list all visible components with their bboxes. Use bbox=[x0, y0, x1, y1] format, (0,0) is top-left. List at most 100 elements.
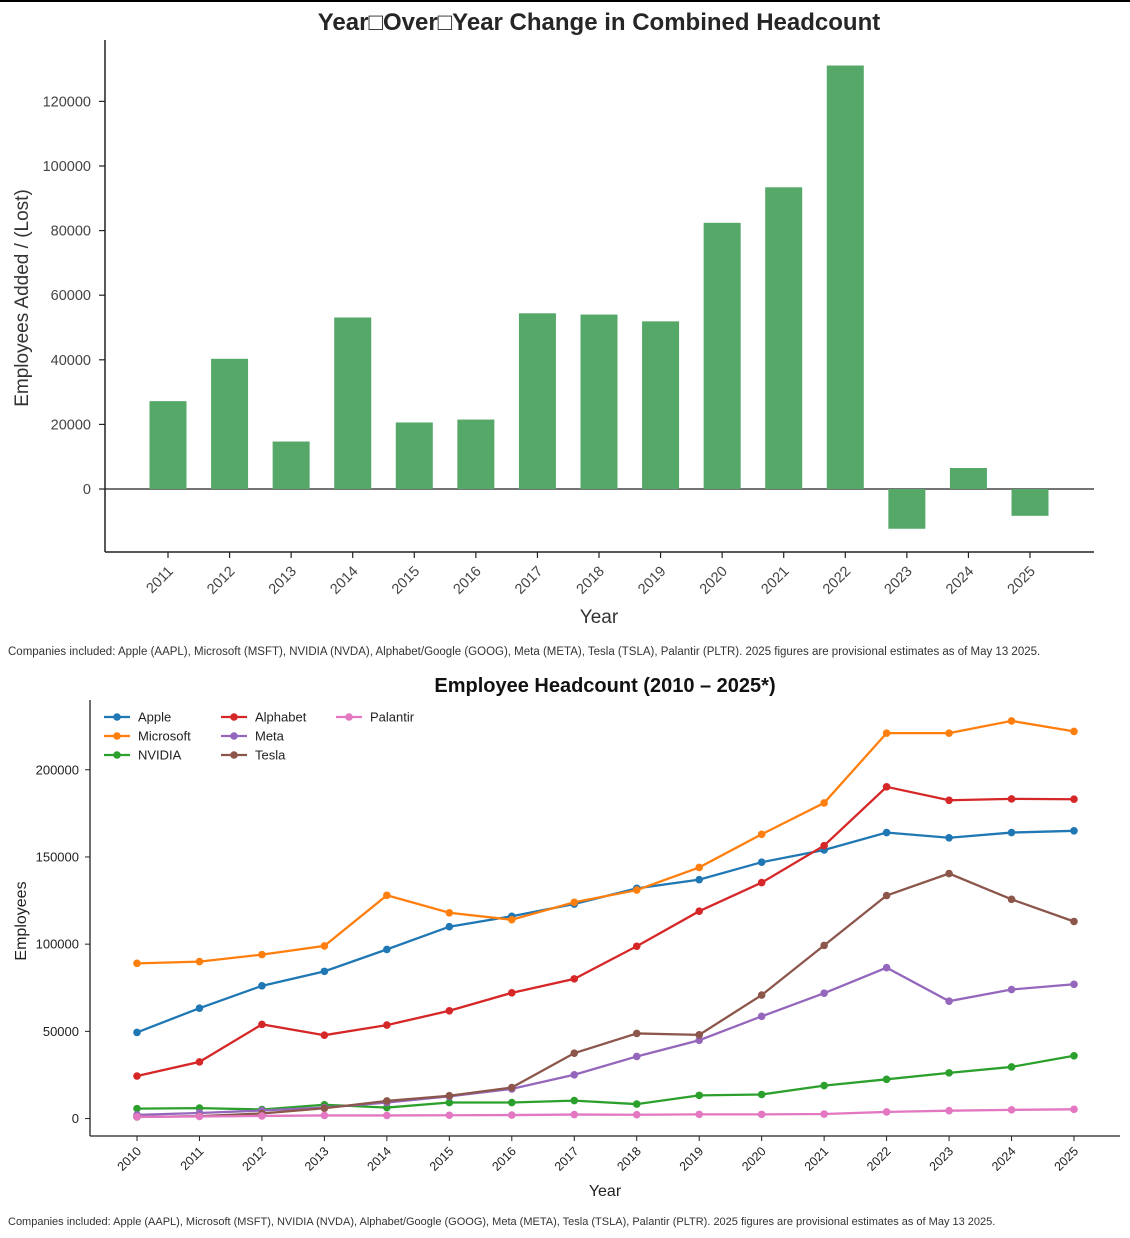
point-alphabet-2012 bbox=[258, 1020, 266, 1029]
point-tesla-2020 bbox=[757, 991, 766, 999]
series-line-meta bbox=[136, 966, 1075, 1117]
point-apple-2015 bbox=[445, 922, 454, 931]
point-palantir-2021 bbox=[820, 1110, 828, 1118]
line-x-tick-label: 2023 bbox=[927, 1144, 957, 1174]
point-apple-2012 bbox=[258, 982, 266, 990]
point-nvidia-2016 bbox=[508, 1098, 516, 1107]
point-nvidia-2021 bbox=[820, 1081, 828, 1090]
point-microsoft-2011 bbox=[195, 957, 204, 966]
point-alphabet-2020 bbox=[757, 878, 766, 887]
point-nvidia-2024 bbox=[1007, 1063, 1016, 1071]
line-x-tick-label: 2024 bbox=[989, 1144, 1019, 1174]
bar-x-tick-label: 2022 bbox=[820, 564, 854, 598]
bar-x-tick-label: 2023 bbox=[882, 564, 916, 598]
point-tesla-2014 bbox=[383, 1097, 391, 1105]
point-alphabet-2021 bbox=[820, 841, 828, 850]
point-microsoft-2025 bbox=[1070, 727, 1078, 736]
line-x-tick-label: 2022 bbox=[864, 1144, 894, 1174]
line-y-tick-label: 100000 bbox=[36, 937, 79, 952]
point-microsoft-2018 bbox=[632, 886, 641, 894]
point-alphabet-2015 bbox=[445, 1006, 454, 1015]
bar-2011 bbox=[149, 401, 187, 490]
bar-x-tick-label: 2016 bbox=[451, 564, 485, 598]
point-tesla-2023 bbox=[945, 869, 953, 878]
point-apple-2023 bbox=[945, 833, 953, 842]
bar-x-tick-label: 2025 bbox=[1005, 564, 1039, 598]
bar-chart-y-label: Employees Added / (Lost) bbox=[12, 189, 33, 407]
bar-2024 bbox=[949, 468, 987, 490]
series-line-apple bbox=[136, 829, 1075, 1034]
point-palantir-2019 bbox=[695, 1110, 703, 1119]
bar-2018 bbox=[580, 314, 618, 490]
bar-2021 bbox=[765, 187, 803, 490]
line-x-tick-label: 2017 bbox=[552, 1144, 582, 1174]
legend-item-nvidia: NVIDIA bbox=[104, 748, 182, 763]
yoy-change-bar-chart: Year□Over□Year Change in Combined Headco… bbox=[12, 9, 1094, 628]
bar-2020 bbox=[703, 222, 741, 490]
line-x-tick-label: 2021 bbox=[802, 1144, 832, 1174]
point-meta-2023 bbox=[945, 997, 953, 1005]
series-microsoft bbox=[133, 717, 1078, 968]
point-palantir-2022 bbox=[882, 1108, 891, 1116]
point-palantir-2012 bbox=[258, 1112, 266, 1120]
line-chart-series bbox=[133, 717, 1078, 1121]
point-alphabet-2014 bbox=[383, 1021, 391, 1029]
point-tesla-2022 bbox=[882, 891, 891, 900]
point-microsoft-2020 bbox=[757, 830, 766, 839]
point-palantir-2017 bbox=[570, 1110, 579, 1119]
line-x-tick-label: 2013 bbox=[302, 1144, 332, 1174]
bar-2012 bbox=[211, 358, 249, 490]
legend-item-alphabet: Alphabet bbox=[221, 710, 307, 725]
point-nvidia-2025 bbox=[1070, 1051, 1078, 1060]
point-palantir-2025 bbox=[1070, 1105, 1078, 1114]
point-microsoft-2012 bbox=[258, 950, 266, 959]
bar-2025 bbox=[1011, 489, 1049, 516]
point-meta-2024 bbox=[1007, 985, 1016, 994]
legend-marker bbox=[113, 732, 121, 740]
point-apple-2025 bbox=[1070, 827, 1078, 835]
bar-x-tick-label: 2024 bbox=[943, 564, 977, 598]
point-meta-2020 bbox=[757, 1012, 766, 1021]
bar-x-tick-label: 2019 bbox=[635, 564, 669, 598]
point-palantir-2024 bbox=[1007, 1106, 1016, 1114]
legend-marker bbox=[230, 732, 238, 740]
top-border-line bbox=[0, 0, 1130, 2]
bar-2016 bbox=[457, 419, 495, 490]
point-meta-2025 bbox=[1070, 980, 1078, 989]
bar-chart-bars bbox=[149, 65, 1049, 529]
line-y-tick-label: 50000 bbox=[43, 1024, 79, 1039]
point-microsoft-2019 bbox=[695, 863, 703, 872]
point-apple-2014 bbox=[383, 945, 391, 954]
point-meta-2022 bbox=[882, 963, 891, 972]
legend-label: Apple bbox=[138, 710, 171, 725]
point-apple-2019 bbox=[695, 875, 703, 884]
point-palantir-2011 bbox=[195, 1112, 204, 1121]
bar-chart-x-label: Year bbox=[580, 607, 619, 628]
legend-marker bbox=[113, 751, 121, 759]
legend-marker bbox=[345, 713, 353, 721]
bar-2015 bbox=[395, 422, 433, 490]
point-tesla-2024 bbox=[1007, 895, 1016, 904]
line-chart-y-label: Employees bbox=[13, 881, 30, 960]
point-palantir-2015 bbox=[445, 1111, 454, 1120]
point-apple-2024 bbox=[1007, 828, 1016, 837]
bar-x-tick-label: 2018 bbox=[574, 564, 608, 598]
legend-label: Alphabet bbox=[255, 710, 307, 725]
point-nvidia-2022 bbox=[882, 1075, 891, 1084]
series-alphabet bbox=[133, 783, 1078, 1080]
line-x-tick-label: 2011 bbox=[178, 1144, 207, 1173]
point-alphabet-2017 bbox=[570, 975, 579, 983]
line-x-tick-label: 2015 bbox=[427, 1144, 457, 1174]
point-alphabet-2024 bbox=[1007, 795, 1016, 803]
legend-label: Tesla bbox=[255, 748, 286, 763]
bar-x-tick-label: 2015 bbox=[389, 564, 423, 598]
bar-y-tick-label: 40000 bbox=[51, 353, 91, 369]
line-x-tick-label: 2010 bbox=[115, 1144, 145, 1174]
point-microsoft-2024 bbox=[1007, 717, 1016, 725]
legend-marker bbox=[230, 751, 238, 759]
line-x-tick-label: 2014 bbox=[364, 1144, 394, 1174]
point-meta-2017 bbox=[570, 1070, 579, 1079]
point-microsoft-2017 bbox=[570, 898, 579, 907]
point-tesla-2021 bbox=[820, 941, 828, 950]
point-nvidia-2018 bbox=[632, 1100, 641, 1108]
